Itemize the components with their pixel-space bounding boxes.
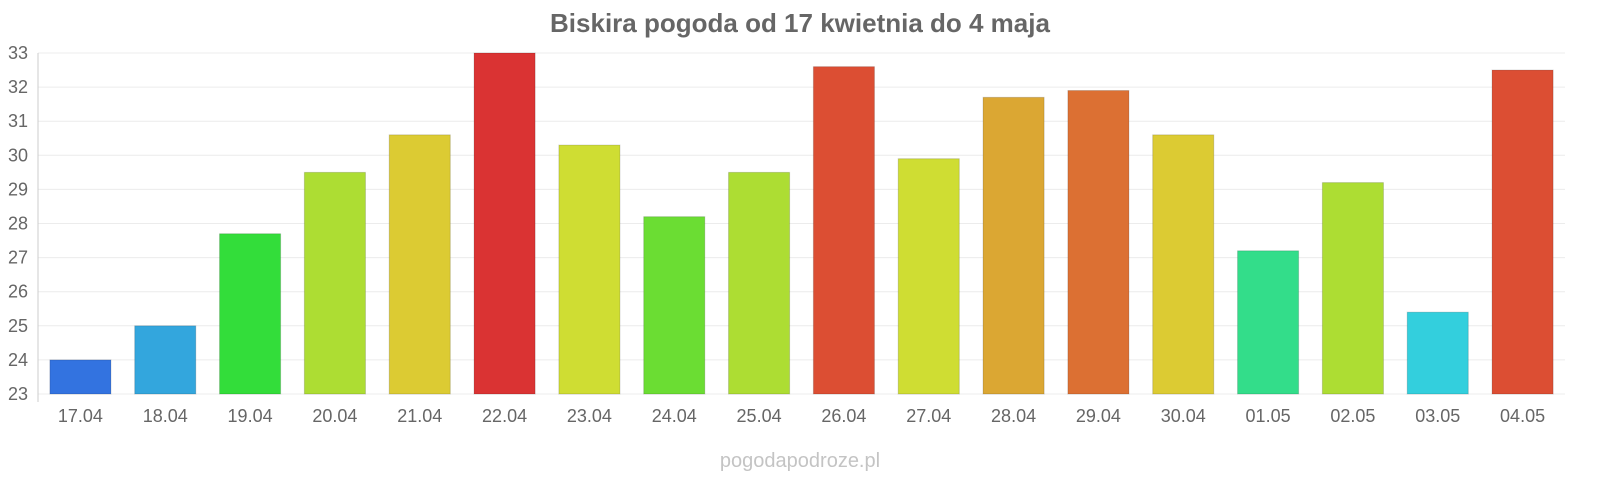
x-tick-label: 24.04 (652, 406, 697, 426)
bar (1321, 182, 1384, 395)
y-tick-label: 30 (8, 145, 28, 165)
x-tick-label: 02.05 (1330, 406, 1375, 426)
x-tick-label: 29.04 (1076, 406, 1121, 426)
x-tick-label: 19.04 (228, 406, 273, 426)
bar (219, 233, 282, 395)
bar (1406, 311, 1469, 395)
y-tick-label: 31 (8, 111, 28, 131)
y-tick-label: 26 (8, 282, 28, 302)
bar (558, 144, 621, 395)
y-tick-label: 29 (8, 179, 28, 199)
x-tick-label: 28.04 (991, 406, 1036, 426)
x-tick-label: 26.04 (821, 406, 866, 426)
x-tick-label: 04.05 (1500, 406, 1545, 426)
x-tick-label: 23.04 (567, 406, 612, 426)
bar (1237, 250, 1300, 395)
x-tick-label: 03.05 (1415, 406, 1460, 426)
y-tick-label: 33 (8, 43, 28, 63)
x-tick-label: 25.04 (737, 406, 782, 426)
y-tick-label: 24 (8, 350, 28, 370)
bar (473, 52, 536, 395)
bar (728, 171, 791, 395)
x-tick-label: 27.04 (906, 406, 951, 426)
bar (303, 171, 366, 395)
x-tick-label: 22.04 (482, 406, 527, 426)
x-tick-label: 20.04 (312, 406, 357, 426)
y-tick-label: 25 (8, 316, 28, 336)
bar (1067, 90, 1130, 395)
y-tick-label: 23 (8, 384, 28, 404)
x-tick-label: 30.04 (1161, 406, 1206, 426)
bar (897, 158, 960, 395)
x-tick-label: 17.04 (58, 406, 103, 426)
bar (812, 66, 875, 395)
bar (1491, 69, 1554, 395)
chart-title: Biskira pogoda od 17 kwietnia do 4 maja (550, 8, 1050, 38)
y-tick-label: 32 (8, 77, 28, 97)
bar (134, 325, 197, 395)
x-tick-label: 21.04 (397, 406, 442, 426)
watermark: pogodapodroze.pl (719, 450, 881, 472)
bar (49, 359, 112, 395)
bar (982, 96, 1045, 395)
bar (643, 216, 706, 395)
bar (1152, 134, 1215, 395)
y-tick-label: 28 (8, 214, 28, 234)
x-tick-label: 01.05 (1246, 406, 1291, 426)
bar (388, 134, 451, 395)
x-tick-label: 18.04 (143, 406, 188, 426)
y-tick-label: 27 (8, 248, 28, 268)
